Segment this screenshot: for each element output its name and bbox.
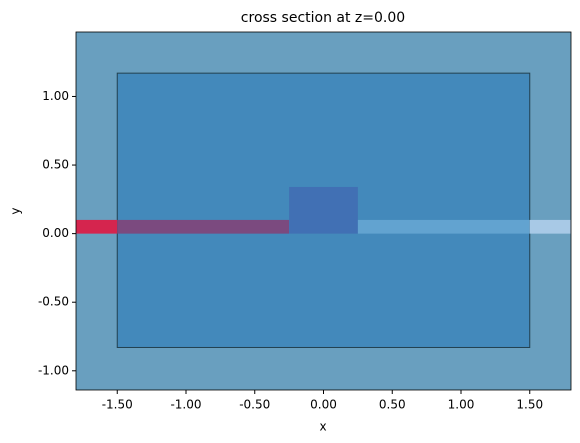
y-tick-label: 0.50 (42, 158, 69, 172)
shape (357, 219, 530, 234)
shape (529, 219, 571, 234)
x-tick-label: 1.00 (448, 398, 475, 412)
y-tick-label: -0.50 (38, 295, 69, 309)
y-tick-label: -1.00 (38, 363, 69, 377)
x-tick-label: -0.50 (239, 398, 270, 412)
x-tick-label: 0.00 (310, 398, 337, 412)
shape (76, 219, 118, 234)
x-tick-label: 0.50 (379, 398, 406, 412)
y-tick-label: 0.00 (42, 226, 69, 240)
shape (289, 186, 358, 234)
x-axis-label: x (319, 420, 326, 434)
chart-title: cross section at z=0.00 (241, 10, 405, 26)
x-tick-label: 1.50 (516, 398, 543, 412)
y-tick-label: 1.00 (42, 89, 69, 103)
x-tick-label: -1.00 (170, 398, 201, 412)
x-tick-label: -1.50 (102, 398, 133, 412)
y-axis-label: y (9, 207, 23, 214)
shape (117, 219, 290, 234)
